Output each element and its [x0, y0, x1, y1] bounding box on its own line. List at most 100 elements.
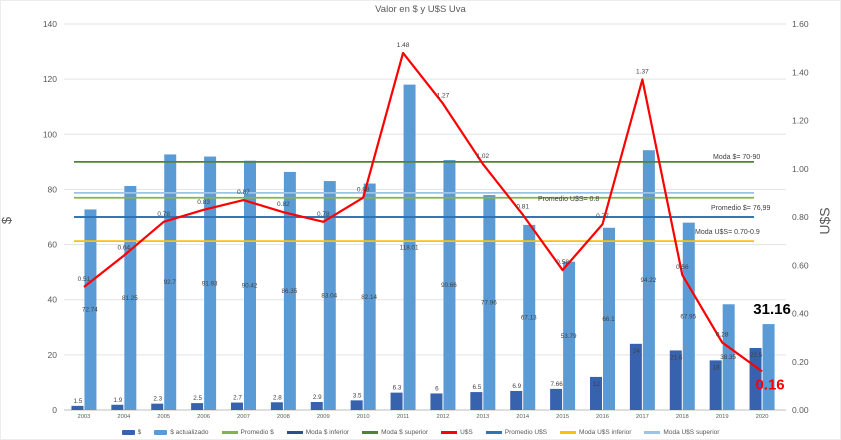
bar-pesos-actualizado-2013[interactable]	[483, 195, 496, 410]
bar-pesos-actualizado-2011[interactable]	[403, 84, 416, 410]
bar-pesos-actualizado-2003[interactable]	[84, 209, 97, 410]
bar-pesos-2012[interactable]	[430, 393, 443, 410]
uss-line-series[interactable]	[83, 51, 763, 373]
x-axis-tick: 2004	[117, 414, 131, 420]
legend-item-pesos-actualizado[interactable]: $ actualizado	[154, 429, 209, 436]
bar-pesos-actualizado-2016[interactable]	[603, 227, 615, 410]
promedio-uss-line-swatch	[485, 431, 502, 434]
x-axis-tick: 2012	[436, 414, 449, 420]
bar-pesos-2003[interactable]	[71, 405, 84, 410]
bar-pesos-actualizado-2018[interactable]	[682, 222, 695, 410]
x-axis-tick: 2007	[237, 414, 250, 420]
x-axis-tick: 2019	[716, 414, 729, 420]
right-axis-tick: 1.40	[792, 67, 809, 77]
x-axis-tick: 2006	[197, 414, 210, 420]
bar-pesos-2005[interactable]	[151, 403, 164, 410]
left-axis-tick: 80	[48, 184, 58, 194]
label-pesos-actualizado-2015: 53.79	[561, 333, 577, 340]
bar-pesos-2009[interactable]	[310, 402, 323, 410]
x-axis-tick: 2010	[357, 414, 370, 420]
legend-item-moda-uss-inferior[interactable]: Moda U$S inferior	[560, 429, 631, 436]
legend-label: Moda U$S inferior	[579, 429, 632, 436]
label-uss-2015: 0.58	[556, 259, 569, 266]
label-pesos-actualizado-2018: 67.95	[680, 313, 696, 320]
moda-uss-superior-line-swatch	[644, 431, 661, 434]
legend-label: Moda $ inferior	[305, 429, 350, 436]
x-axis-tick: 2003	[77, 414, 90, 420]
label-pesos-actualizado-2003: 72.74	[82, 307, 98, 314]
legend-item-uss[interactable]: U$S	[441, 429, 473, 436]
bar-pesos-2010[interactable]	[350, 400, 363, 410]
x-axis-tick: 2009	[317, 414, 330, 420]
label-pesos-2013: 6.5	[472, 384, 481, 391]
bar-pesos-actualizado-2019[interactable]	[722, 304, 735, 410]
label-uss-2014: 0.81	[516, 204, 529, 211]
bar-pesos-actualizado-2006[interactable]	[204, 156, 217, 410]
label-pesos-actualizado-2014: 67.13	[521, 314, 537, 321]
right-axis-tick: 1.00	[792, 164, 809, 174]
bar-pesos-2011[interactable]	[390, 392, 403, 410]
annotation-promedio-pesos: Promedio $= 76,99	[711, 205, 771, 212]
bar-pesos-actualizado-2007[interactable]	[244, 160, 256, 410]
left-axis-tick: 40	[48, 295, 58, 305]
bar-pesos-actualizado-2008[interactable]	[283, 171, 296, 410]
bar-pesos-actualizado-2015[interactable]	[563, 261, 576, 410]
legend-item-promedio-uss[interactable]: Promedio U$S	[485, 429, 547, 436]
bar-pesos-2016[interactable]	[590, 376, 602, 410]
label-uss-2019: 0.28	[716, 331, 729, 338]
label-uss-2005: 0.78	[157, 211, 170, 218]
x-axis-tick: 2015	[556, 414, 569, 420]
x-axis-tick: 2016	[596, 414, 609, 420]
label-pesos-actualizado-2019: 38.35	[720, 354, 736, 361]
label-pesos-actualizado-2016: 66.1	[602, 316, 615, 323]
bar-pesos-actualizado-2009[interactable]	[323, 181, 336, 410]
uss-line-swatch	[441, 431, 458, 434]
pesos-actualizado-bar-swatch	[154, 430, 168, 435]
bar-pesos-2018[interactable]	[669, 350, 682, 410]
legend-item-moda-pesos-inferior[interactable]: Moda $ inferior	[286, 429, 350, 436]
bar-pesos-2008[interactable]	[270, 402, 283, 410]
bar-pesos-2015[interactable]	[550, 388, 563, 410]
label-pesos-2004: 1.9	[113, 397, 122, 404]
label-pesos-2014: 6.9	[512, 383, 521, 390]
bar-pesos-2013[interactable]	[470, 392, 483, 410]
left-axis-tick: 20	[48, 350, 58, 360]
bar-pesos-actualizado-2014[interactable]	[523, 224, 536, 410]
bar-pesos-actualizado-2012[interactable]	[443, 160, 456, 410]
chart-title: Valor en $ y U$S Uva	[375, 4, 466, 15]
right-axis-tick: 1.20	[792, 116, 809, 126]
bar-pesos-actualizado-2010[interactable]	[363, 183, 376, 410]
bar-pesos-actualizado-2004[interactable]	[124, 185, 137, 410]
bar-pesos-2019[interactable]	[709, 360, 722, 410]
bar-pesos-2014[interactable]	[510, 390, 523, 410]
label-pesos-2003: 1.5	[74, 398, 83, 405]
legend-label: Moda $ superior	[381, 429, 429, 436]
moda-uss-inferior-line-swatch	[560, 431, 577, 434]
legend-item-moda-pesos-superior[interactable]: Moda $ superior	[362, 429, 428, 436]
label-uss-2018: 0.56	[676, 264, 689, 271]
bar-pesos-2006[interactable]	[191, 403, 204, 410]
label-pesos-2018: 21.6	[670, 354, 683, 361]
bar-pesos-2004[interactable]	[111, 404, 124, 410]
bar-pesos-2017[interactable]	[629, 343, 642, 410]
right-axis-tick: 1.60	[792, 19, 809, 29]
label-pesos-2008: 2.8	[273, 394, 282, 401]
legend-item-moda-uss-superior[interactable]: Moda U$S superior	[644, 429, 719, 436]
bar-pesos-actualizado-2020[interactable]	[762, 324, 775, 410]
x-axis-tick: 2020	[756, 414, 769, 420]
label-uss-2009: 0.78	[317, 211, 330, 218]
label-pesos-2011: 6.3	[393, 385, 402, 392]
legend-item-pesos[interactable]: $	[121, 429, 141, 436]
label-pesos-2005: 2.3	[153, 396, 162, 403]
x-axis-tick: 2014	[516, 414, 530, 420]
bar-pesos-2007[interactable]	[231, 402, 243, 410]
label-uss-2011: 1.48	[397, 42, 410, 49]
bar-pesos-actualizado-2017[interactable]	[642, 150, 655, 411]
x-axis-tick: 2008	[277, 414, 290, 420]
left-axis-tick: 100	[43, 129, 57, 139]
label-pesos-actualizado-2013: 77.96	[481, 300, 497, 307]
label-pesos-2012: 6	[435, 385, 439, 392]
legend-item-promedio-pesos[interactable]: Promedio $	[221, 429, 274, 436]
legend-label: $ actualizado	[170, 429, 209, 436]
